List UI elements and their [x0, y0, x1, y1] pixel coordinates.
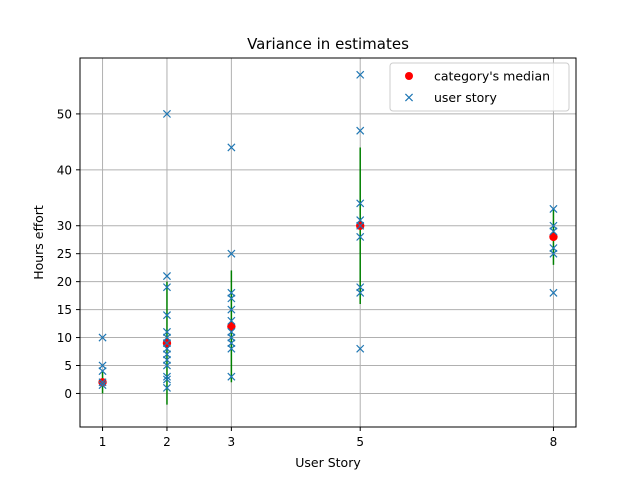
user-story-point — [162, 109, 171, 118]
data-points — [98, 70, 558, 392]
chart-title: Variance in estimates — [247, 35, 409, 53]
user-story-point — [356, 344, 365, 353]
plot-frame — [79, 57, 577, 428]
user-story-point — [98, 378, 107, 387]
user-story-point — [162, 372, 171, 381]
x-axis-label: User Story — [295, 455, 361, 470]
legend-x-glyph — [404, 93, 414, 102]
user-story-point — [227, 143, 236, 152]
median-point — [227, 322, 236, 331]
x-tick-label: 8 — [550, 435, 558, 449]
legend-median-marker — [405, 72, 413, 80]
y-tick-label: 10 — [57, 331, 72, 345]
legend-user-story-marker — [404, 93, 414, 102]
user-story-point — [227, 249, 236, 258]
median-point — [549, 232, 558, 242]
user-story-point — [162, 375, 171, 384]
y-tick-label: 40 — [57, 163, 72, 177]
user-story-point — [162, 361, 171, 370]
grid-lines — [80, 58, 576, 427]
y-tick-label: 30 — [57, 219, 72, 233]
legend: category's median user story — [389, 62, 570, 112]
x-tick-label: 1 — [99, 435, 107, 449]
user-story-point — [227, 305, 236, 314]
user-story-point — [98, 367, 107, 376]
y-tick-label: 15 — [57, 303, 72, 317]
legend-user-story-label: user story — [434, 90, 497, 105]
y-tick-label: 25 — [57, 247, 72, 261]
user-story-point — [162, 311, 171, 320]
y-tick-label: 0 — [64, 387, 72, 401]
y-axis-label: Hours effort — [31, 205, 46, 280]
user-story-point — [98, 381, 107, 390]
axis-ticks: 1 2 3 5 8 0 5 10 15 20 25 30 40 50 — [57, 107, 558, 449]
user-story-point — [356, 199, 365, 208]
legend-median-label: category's median — [434, 69, 550, 84]
user-story-point — [549, 204, 558, 213]
user-story-point — [356, 288, 365, 297]
user-story-point — [549, 288, 558, 297]
y-tick-label: 20 — [57, 275, 72, 289]
user-story-point — [227, 372, 236, 381]
x-tick-label: 2 — [163, 435, 171, 449]
legend-box — [389, 62, 570, 112]
user-story-point — [356, 232, 365, 241]
y-tick-label: 50 — [57, 107, 72, 121]
user-story-point — [549, 227, 558, 236]
user-story-point — [98, 333, 107, 342]
user-story-point — [549, 249, 558, 258]
user-story-point — [162, 272, 171, 281]
x-tick-label: 3 — [228, 435, 236, 449]
user-story-point — [162, 283, 171, 292]
user-story-point — [227, 294, 236, 303]
user-story-point — [356, 70, 365, 79]
user-story-point — [162, 383, 171, 392]
user-story-point — [356, 221, 365, 230]
x-tick-label: 5 — [356, 435, 364, 449]
user-story-point — [227, 344, 236, 353]
user-story-point — [356, 126, 365, 135]
y-tick-label: 5 — [64, 359, 72, 373]
user-story-point — [227, 316, 236, 325]
